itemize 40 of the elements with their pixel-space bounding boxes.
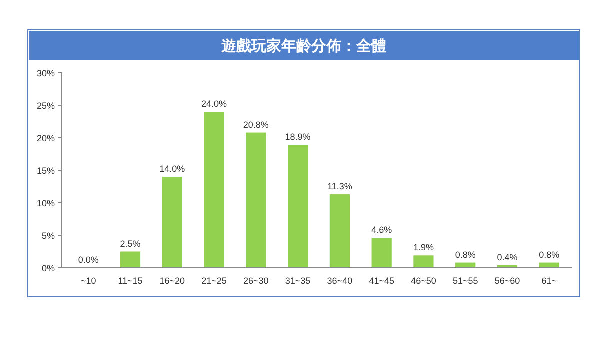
y-tick-label: 25% [36,101,55,111]
x-tick-label: 26~30 [244,276,269,286]
y-tick-label: 30% [36,68,55,78]
data-label: 20.8% [243,120,269,130]
data-label: 0.8% [455,250,476,260]
x-tick-label: 31~35 [285,276,311,286]
x-tick-label: 11~15 [118,276,143,286]
y-tick-label: 15% [36,166,55,176]
data-label: 2.5% [120,238,141,249]
y-tick-label: 20% [36,134,55,144]
data-label: 0.0% [78,255,99,265]
y-tick-label: 0% [42,264,55,274]
data-label: 0.8% [539,250,560,260]
bar [162,177,182,268]
bar [330,194,350,268]
data-label: 24.0% [202,99,228,109]
data-label: 18.9% [285,132,311,142]
y-tick-label: 10% [36,198,55,208]
chart-title: 遊戲玩家年齡分佈：全體 [222,37,386,55]
x-tick-label: 56~60 [494,276,520,286]
bar [204,112,224,268]
x-tick-label: 46~50 [411,276,436,286]
data-label: 4.6% [372,225,392,236]
data-label: 14.0% [160,164,186,174]
data-label: 1.9% [413,242,434,253]
bar [246,132,266,268]
x-tick-label: 41~45 [369,276,394,286]
data-label: 0.4% [497,252,518,262]
x-tick-label: 21~25 [202,276,227,286]
x-tick-label: ~10 [80,276,96,286]
x-tick-label: 61~ [542,276,558,286]
data-label: 11.3% [328,182,352,192]
y-tick-label: 5% [42,231,55,241]
x-tick-label: 16~20 [160,276,186,286]
x-tick-label: 51~55 [452,276,478,286]
bar [414,256,434,268]
x-tick-label: 36~40 [327,276,353,286]
bar [288,145,308,268]
bar [120,252,141,268]
bar [372,238,392,268]
